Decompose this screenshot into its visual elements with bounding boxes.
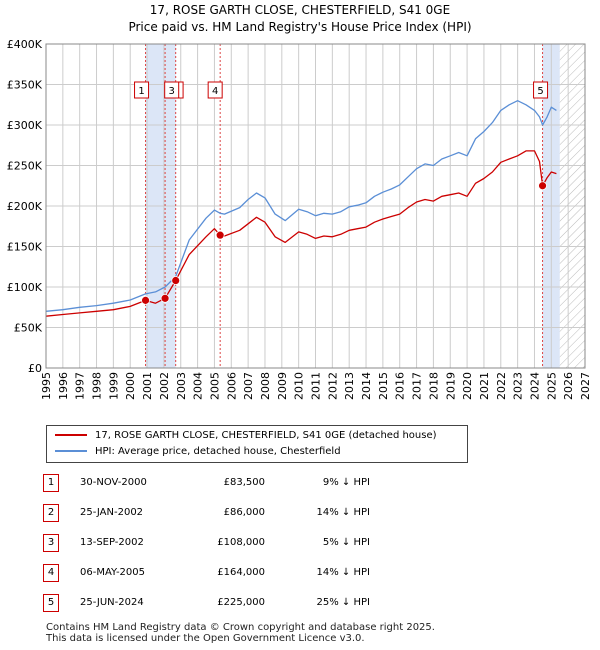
x-tick-label: 2011 [310,372,323,400]
sale-label-box [134,81,150,99]
price-chart: 12345£0£50K£100K£150K£200K£250K£300K£350… [7,38,592,400]
footer-line-1: Contains HM Land Registry data © Crown c… [46,622,435,633]
sale-row: 3 13-SEP-2002 £108,000 5% ↓ HPI [0,534,600,552]
y-tick-label: £350K [7,79,43,92]
x-tick-label: 2027 [579,372,592,400]
plot-border [45,43,586,369]
x-tick-label: 2002 [158,372,171,400]
x-tick-label: 2018 [427,372,440,400]
sale-row: 4 06-MAY-2005 £164,000 14% ↓ HPI [0,564,600,582]
sale-label-number: 3 [169,86,175,97]
legend-item-hpi: HPI: Average price, detached house, Ches… [55,444,341,460]
sale-date: 13-SEP-2002 [80,537,144,548]
sale-point-marker [160,293,170,303]
y-tick-label: £50K [14,322,43,335]
y-tick-label: £200K [7,200,43,213]
x-tick-label: 2024 [528,372,541,400]
sale-point-marker [215,230,225,240]
y-tick-label: £0 [28,362,42,375]
x-tick-label: 1995 [40,372,53,400]
x-tick-label: 2021 [478,372,491,400]
sale-price: £225,000 [217,597,265,608]
sale-label-number: 5 [537,86,543,97]
x-tick-label: 2014 [360,372,373,400]
x-tick-label: 1997 [74,372,87,400]
sale-row: 5 25-JUN-2024 £225,000 25% ↓ HPI [0,594,600,612]
x-tick-label: 2017 [411,372,424,400]
sale-label-number: 4 [212,86,218,97]
x-tick-label: 2010 [293,372,306,400]
sale-label-box [533,81,549,99]
x-tick-label: 2007 [242,372,255,400]
y-tick-label: £150K [7,241,43,254]
sale-number-badge: 4 [43,564,59,582]
sale-row: 2 25-JAN-2002 £86,000 14% ↓ HPI [0,504,600,522]
x-tick-label: 2023 [512,372,525,400]
sale-number-badge: 3 [43,534,59,552]
sale-point-marker [538,181,547,191]
footer-attribution: Contains HM Land Registry data © Crown c… [46,622,435,644]
legend-swatch-hpi [55,450,87,452]
sale-number-badge: 2 [43,504,59,522]
x-tick-label: 2004 [192,372,205,400]
x-tick-label: 2003 [175,372,188,400]
sale-price: £86,000 [223,507,265,518]
sale-date: 25-JAN-2002 [80,507,144,518]
x-tick-label: 2015 [377,372,390,400]
sale-date: 30-NOV-2000 [80,477,147,488]
sale-number-badge: 5 [43,594,59,612]
legend-item-property: 17, ROSE GARTH CLOSE, CHESTERFIELD, S41 … [55,428,437,444]
sale-point-marker [171,276,181,285]
sale-hpi-diff: 25% ↓ HPI [316,597,370,608]
x-tick-label: 2020 [461,372,474,400]
sale-price: £83,500 [223,477,265,488]
chart-legend: 17, ROSE GARTH CLOSE, CHESTERFIELD, S41 … [46,425,468,463]
sale-hpi-diff: 9% ↓ HPI [322,477,370,488]
x-tick-label: 2000 [124,372,137,400]
x-tick-label: 2009 [276,372,289,400]
sale-hpi-diff: 5% ↓ HPI [322,537,370,548]
x-tick-label: 2001 [141,372,154,400]
sale-number-badge: 1 [43,474,59,492]
sale-label-box [164,81,180,99]
x-tick-label: 1999 [107,372,120,400]
title-line-1: 17, ROSE GARTH CLOSE, CHESTERFIELD, S41 … [149,3,451,17]
sale-date: 06-MAY-2005 [80,567,146,578]
sale-row: 1 30-NOV-2000 £83,500 9% ↓ HPI [0,474,600,492]
x-tick-label: 2013 [343,372,356,400]
x-tick-label: 2012 [326,372,339,400]
legend-label-property: 17, ROSE GARTH CLOSE, CHESTERFIELD, S41 … [95,430,437,441]
sale-price: £108,000 [217,537,265,548]
sale-hpi-diff: 14% ↓ HPI [316,507,370,518]
x-tick-label: 2005 [208,372,221,400]
legend-swatch-property [55,434,87,436]
y-tick-label: £100K [7,281,43,294]
x-tick-label: 2022 [495,372,508,400]
chart-title: 17, ROSE GARTH CLOSE, CHESTERFIELD, S41 … [0,2,600,36]
title-line-2: Price paid vs. HM Land Registry's House … [128,20,472,34]
sale-price: £164,000 [217,567,265,578]
x-tick-label: 2026 [562,372,575,400]
sale-point-marker [141,295,150,305]
x-tick-label: 2008 [259,372,272,400]
sale-label-number: 1 [138,86,144,97]
x-tick-label: 2016 [394,372,407,400]
y-tick-label: £400K [7,38,43,51]
x-tick-label: 2006 [225,372,238,400]
x-tick-label: 2025 [545,372,558,400]
legend-label-hpi: HPI: Average price, detached house, Ches… [95,446,341,457]
x-tick-label: 2019 [444,372,457,400]
y-tick-label: £300K [7,119,43,132]
sale-date: 25-JUN-2024 [80,597,144,608]
y-tick-label: £250K [7,160,43,173]
x-tick-label: 1998 [91,372,104,400]
sale-hpi-diff: 14% ↓ HPI [316,567,370,578]
footer-line-2: This data is licensed under the Open Gov… [46,633,365,644]
sale-label-box [207,81,223,99]
x-tick-label: 1996 [57,372,70,400]
